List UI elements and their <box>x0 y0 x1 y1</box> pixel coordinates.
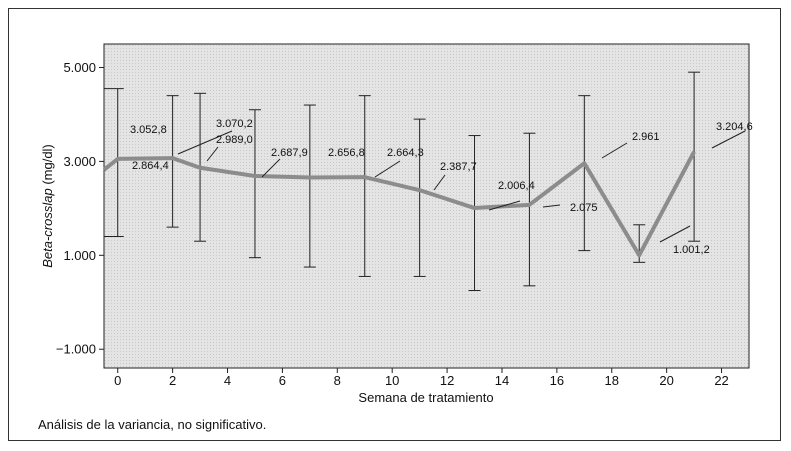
y-axis-label-name: Beta-crosslap <box>40 188 55 267</box>
data-label: 2.006,4 <box>498 180 535 192</box>
x-axis-label: Semana de tratamiento <box>358 390 493 405</box>
mean-line <box>102 150 696 258</box>
data-label: 2.664,3 <box>387 147 424 159</box>
y-tick-label: 3.000 <box>63 154 96 169</box>
annotation-leader <box>206 146 219 162</box>
data-label: 3.070,2 <box>216 118 253 130</box>
data-label: 3.052,8 <box>130 124 167 136</box>
x-tick-label: 2 <box>169 373 176 388</box>
annotation-leader <box>488 200 521 211</box>
data-label: 2.656,8 <box>328 147 365 159</box>
data-label: 3.204,6 <box>716 121 753 133</box>
x-tick-label: 8 <box>334 373 341 388</box>
data-label: 2.961 <box>632 131 660 143</box>
annotation-leader <box>659 225 691 243</box>
y-tick-label: −1.000 <box>56 342 96 357</box>
annotation-leader <box>374 160 401 178</box>
footnote: Análisis de la variancia, no significati… <box>38 417 267 432</box>
x-tick-label: 6 <box>279 373 286 388</box>
data-label: 2.687,9 <box>271 147 308 159</box>
y-axis-label-unit: (mg/dl) <box>40 144 55 188</box>
data-label: 2.989,0 <box>216 134 253 146</box>
y-axis-label: Beta-crosslap (mg/dl) <box>40 144 55 268</box>
annotation-leader <box>433 174 446 191</box>
x-tick-label: 10 <box>385 373 399 388</box>
data-label: 1.001,2 <box>673 244 710 256</box>
x-tick-label: 14 <box>495 373 509 388</box>
figure-frame <box>8 8 781 441</box>
plot-area <box>103 43 750 369</box>
x-tick-label: 20 <box>659 373 673 388</box>
annotation-leader <box>177 130 233 155</box>
data-label: 2.387,7 <box>440 161 477 173</box>
annotation-leader <box>261 158 281 178</box>
x-tick-label: 16 <box>550 373 564 388</box>
x-tick-label: 12 <box>440 373 454 388</box>
x-tick-label: 18 <box>605 373 619 388</box>
annotation-leader <box>711 130 746 149</box>
y-tick-label: 1.000 <box>63 248 96 263</box>
annotation-leader <box>542 204 561 208</box>
x-tick-label: 4 <box>224 373 231 388</box>
x-tick-label: 22 <box>714 373 728 388</box>
data-label: 2.864,4 <box>132 160 169 172</box>
annotation-leader <box>601 142 628 159</box>
data-label: 2.075 <box>570 202 598 214</box>
x-tick-label: 0 <box>114 373 121 388</box>
y-tick-label: 5.000 <box>63 60 96 75</box>
